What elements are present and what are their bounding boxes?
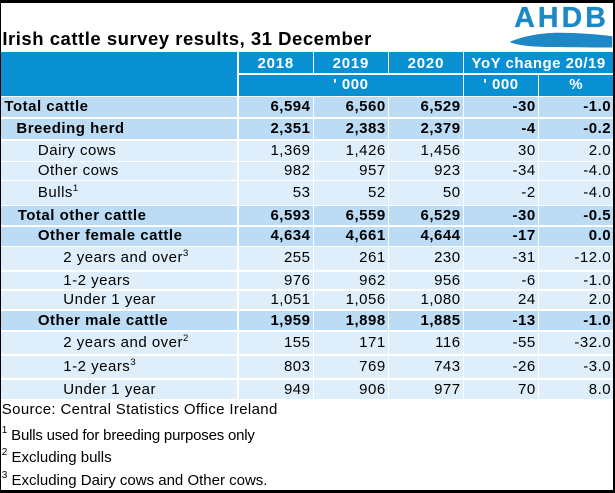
svg-text:AHDB: AHDB <box>514 2 606 34</box>
